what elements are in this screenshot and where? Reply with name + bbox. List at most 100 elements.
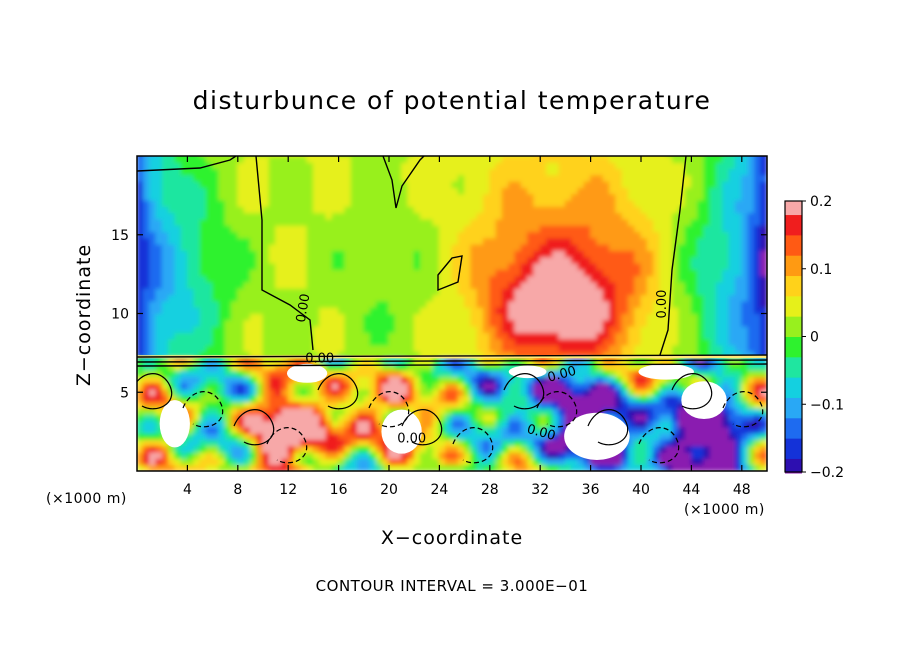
heatmap-cell [420,401,428,409]
heatmap-cell [438,294,447,302]
heatmap-cell [149,294,157,302]
heatmap-cell [653,268,661,277]
heatmap-cell [357,338,365,346]
heatmap-cell [388,199,396,207]
heatmap-cell [577,187,585,195]
heatmap-cell [438,268,447,277]
heatmap-cell [564,168,573,176]
heatmap-cell [149,212,157,220]
heatmap-cell [539,306,547,314]
heatmap-cell [401,394,409,403]
heatmap-cell [716,174,724,182]
heatmap-cell [249,313,258,321]
heatmap-cell [300,457,308,466]
heatmap-cell [697,193,705,201]
heatmap-cell [237,369,245,377]
heatmap-cell [268,331,277,340]
heatmap-cell [684,243,692,251]
heatmap-cell [571,331,579,340]
heatmap-cell [243,369,251,377]
heatmap-cell [300,262,308,270]
heatmap-cell [413,168,421,176]
heatmap-cell [319,306,327,314]
heatmap-cell [231,218,239,226]
heatmap-cell [155,388,163,396]
heatmap-cell [716,325,724,333]
heatmap-cell [451,439,459,447]
heatmap-cell [564,262,573,270]
heatmap-cell [678,243,686,251]
heatmap-cell [464,420,472,428]
heatmap-cell [489,243,497,251]
heatmap-cell [312,218,321,226]
heatmap-cell [249,193,258,201]
heatmap-cell [325,168,333,176]
heatmap-cell [653,457,661,466]
heatmap-cell [590,369,598,377]
heatmap-cell [678,344,686,352]
heatmap-cell [382,445,390,453]
heatmap-cell [205,420,214,428]
heatmap-cell [445,413,453,422]
heatmap-cell [690,199,699,207]
heatmap-cell [224,262,232,270]
heatmap-cell [149,199,157,207]
heatmap-cell [426,401,434,409]
heatmap-cell [596,161,604,170]
heatmap-cell [249,394,258,403]
heatmap-cell [533,407,541,415]
heatmap-cell [275,237,283,245]
heatmap-cell [275,319,283,327]
heatmap-cell [193,306,201,314]
heatmap-cell [237,174,245,182]
heatmap-cell [665,212,673,220]
heatmap-cell [186,256,195,264]
heatmap-cell [684,426,692,434]
heatmap-cell [684,319,692,327]
heatmap-cell [659,231,667,239]
heatmap-cell [495,281,503,289]
heatmap-cell [741,451,749,459]
heatmap-cell [325,187,333,195]
heatmap-cell [306,451,314,459]
heatmap-cell [741,193,749,201]
heatmap-cell [627,344,636,352]
heatmap-cell [653,187,661,195]
heatmap-cell [571,180,579,188]
heatmap-cell [262,357,270,365]
heatmap-cell [690,212,699,220]
heatmap-cell [420,331,428,340]
heatmap-cell [583,262,592,270]
heatmap-cell [137,161,144,170]
heatmap-cell [312,161,321,170]
heatmap-cell [646,199,655,207]
heatmap-cell [256,439,264,447]
heatmap-cell [142,382,151,390]
heatmap-cell [382,313,390,321]
heatmap-cell [634,161,642,170]
heatmap-cell [268,199,277,207]
heatmap-cell [186,281,195,289]
heatmap-cell [514,231,522,239]
heatmap-cell [338,445,346,453]
heatmap-cell [375,275,384,283]
heatmap-cell [646,407,655,415]
heatmap-cell [615,313,623,321]
heatmap-cell [577,464,585,471]
heatmap-cell [697,262,705,270]
heatmap-cell [218,262,226,270]
heatmap-cell [287,426,295,434]
heatmap-cell [690,205,699,214]
heatmap-cell [331,451,340,459]
heatmap-cell [627,319,636,327]
heatmap-cell [483,457,491,466]
heatmap-cell [331,218,340,226]
heatmap-cell [325,338,333,346]
heatmap-cell [703,331,711,340]
heatmap-cell [193,231,201,239]
heatmap-cell [577,325,585,333]
heatmap-cell [640,212,648,220]
heatmap-cell [382,382,390,390]
heatmap-cell [205,250,214,258]
heatmap-cell [350,156,358,163]
